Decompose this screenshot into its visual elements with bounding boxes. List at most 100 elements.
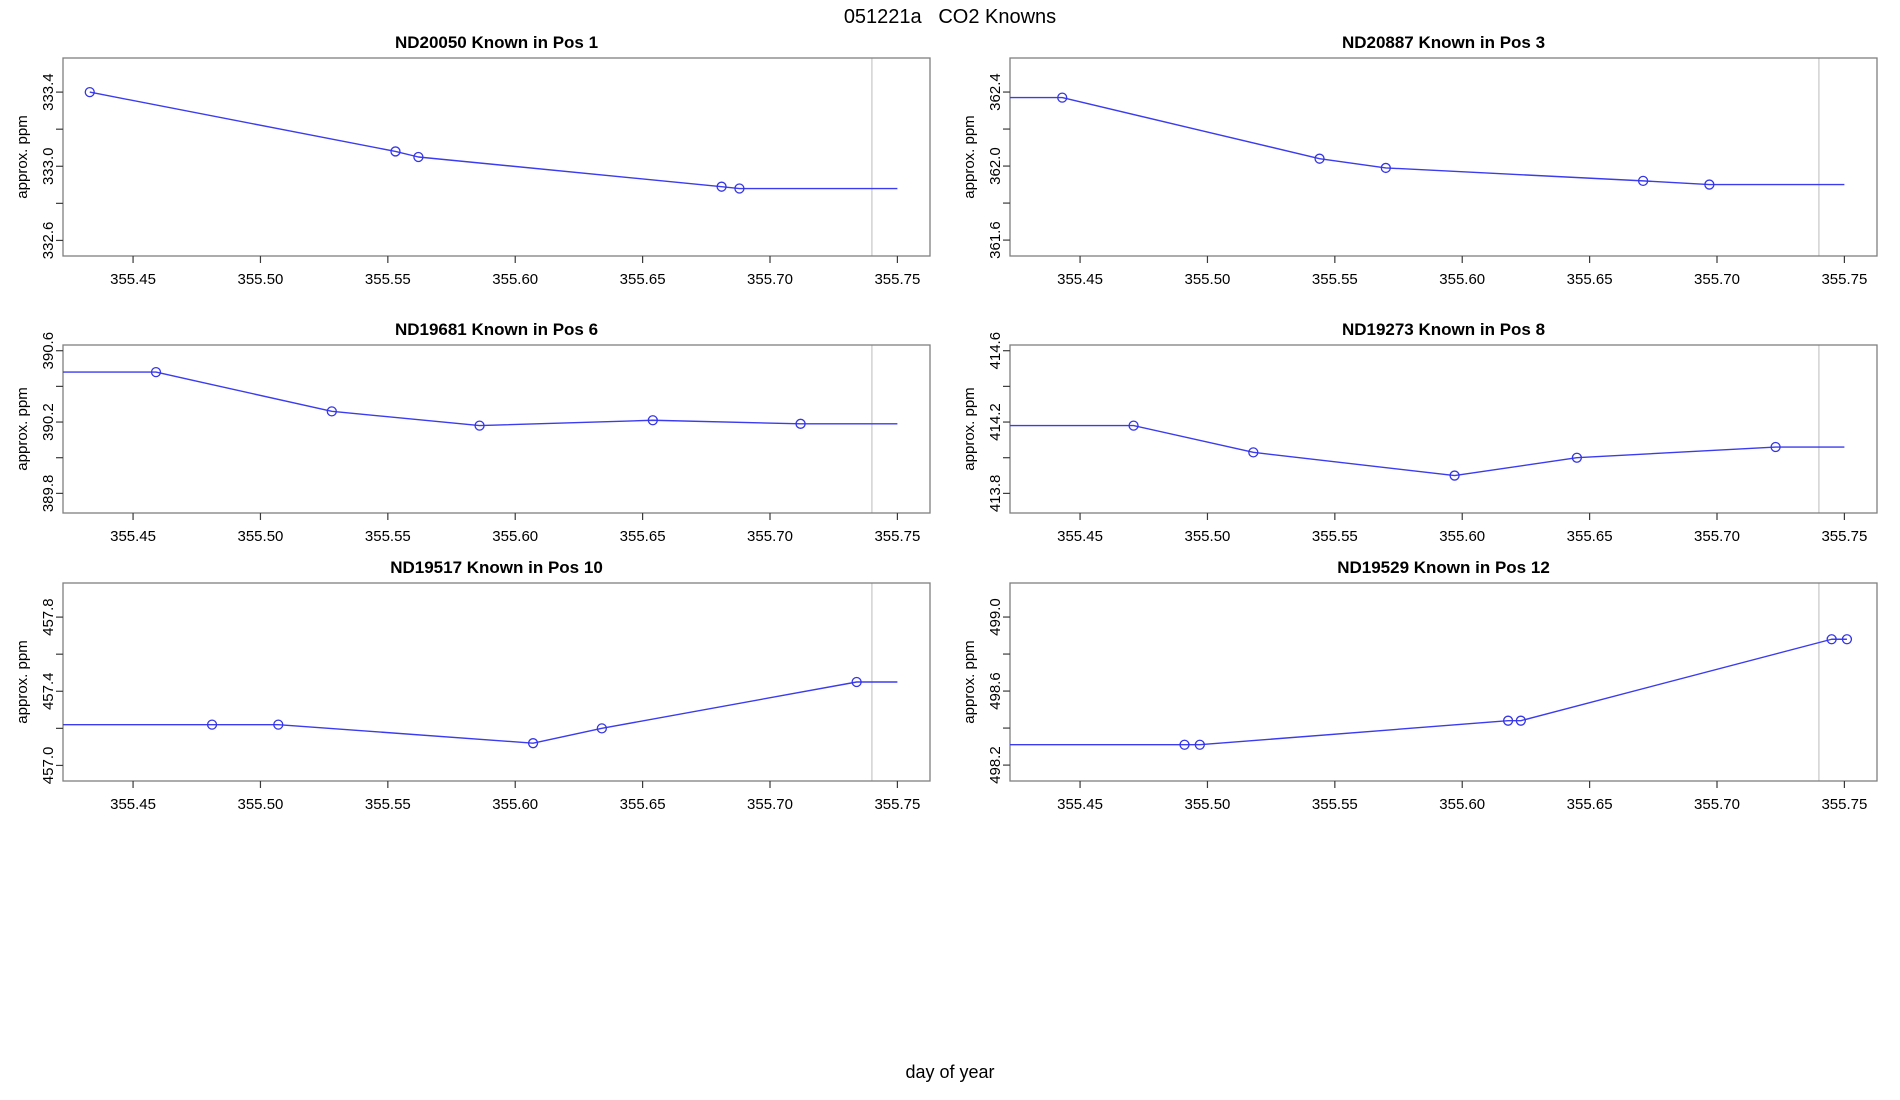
data-point-marker <box>474 420 485 431</box>
x-tick-label: 355.60 <box>492 796 538 813</box>
y-tick-label: 498.2 <box>987 746 1004 784</box>
plot-title-ND19273: ND19273 Known in Pos 8 <box>1342 320 1545 339</box>
x-tick-label: 355.70 <box>1694 271 1740 288</box>
series-line-ND19273 <box>1010 424 1845 477</box>
series-line-ND19517 <box>63 681 898 744</box>
data-point-marker <box>206 719 218 730</box>
data-point-marker <box>1449 470 1460 481</box>
x-tick-label: 355.55 <box>1312 796 1358 813</box>
data-point-marker <box>1515 715 1526 726</box>
x-tick-label: 355.70 <box>747 796 793 813</box>
data-point-marker <box>413 151 424 163</box>
x-tick-label: 355.45 <box>110 796 156 813</box>
data-point-marker <box>1128 420 1139 431</box>
x-tick-label: 355.45 <box>110 271 156 288</box>
plot-title-ND20887: ND20887 Known in Pos 3 <box>1342 33 1545 52</box>
data-point-marker <box>647 415 658 426</box>
data-point-marker <box>1571 452 1583 463</box>
plot-title-ND19529: ND19529 Known in Pos 12 <box>1337 558 1550 577</box>
data-point-marker <box>1314 153 1325 164</box>
plot-frame <box>1009 57 1878 257</box>
data-point-marker <box>596 723 607 734</box>
data-point-marker <box>1637 175 1649 187</box>
x-tick-label: 355.60 <box>1439 271 1485 288</box>
data-point-marker <box>1057 92 1068 103</box>
x-tick-label: 355.50 <box>238 796 284 813</box>
x-tick-label: 355.65 <box>620 271 666 288</box>
plot-frame <box>62 57 931 257</box>
y-axis-label: approx. ppm <box>14 387 31 470</box>
figure-title: 051221a CO2 Knowns <box>843 6 1057 28</box>
data-point-marker <box>1194 739 1205 750</box>
y-tick-label: 362.4 <box>987 73 1004 111</box>
data-point-marker <box>1841 634 1853 645</box>
x-tick-label: 355.60 <box>1439 528 1485 545</box>
y-tick-label: 390.6 <box>40 332 57 370</box>
y-tick-label: 499.0 <box>987 598 1004 636</box>
x-tick-label: 355.70 <box>1694 528 1740 545</box>
data-point-marker <box>795 418 806 429</box>
y-tick-label: 457.8 <box>40 598 57 636</box>
y-tick-label: 390.2 <box>40 403 57 441</box>
data-point-marker <box>84 86 95 98</box>
y-axis-label: approx. ppm <box>961 640 978 723</box>
x-tick-label: 355.50 <box>1185 796 1231 813</box>
data-point-marker <box>1704 179 1715 190</box>
series-line-ND19529 <box>1010 638 1847 746</box>
data-point-marker <box>273 719 284 730</box>
x-tick-label: 355.45 <box>1057 528 1103 545</box>
data-point-marker <box>527 738 539 749</box>
y-axis-label: approx. ppm <box>961 115 978 198</box>
x-tick-label: 355.55 <box>1312 271 1358 288</box>
x-tick-label: 355.65 <box>620 796 666 813</box>
data-point-marker <box>326 406 337 417</box>
data-point-marker <box>1502 715 1514 726</box>
data-point-marker <box>1380 162 1391 174</box>
x-tick-label: 355.45 <box>110 528 156 545</box>
x-tick-label: 355.60 <box>492 528 538 545</box>
x-tick-label: 355.50 <box>238 271 284 288</box>
x-tick-label: 355.55 <box>1312 528 1358 545</box>
data-point-marker <box>851 676 862 688</box>
series-line-ND20887 <box>1010 96 1845 186</box>
x-tick-label: 355.45 <box>1057 796 1103 813</box>
x-tick-label: 355.65 <box>1567 271 1613 288</box>
x-tick-label: 355.70 <box>747 528 793 545</box>
plot-title-ND20050: ND20050 Known in Pos 1 <box>395 33 598 52</box>
x-tick-label: 355.55 <box>365 796 411 813</box>
data-point-marker <box>150 366 162 378</box>
y-tick-label: 413.8 <box>987 475 1004 513</box>
y-tick-label: 457.4 <box>40 672 57 710</box>
data-point-marker <box>1248 447 1259 458</box>
x-tick-label: 355.45 <box>1057 271 1103 288</box>
x-tick-label: 355.75 <box>874 528 920 545</box>
plot-frame <box>62 344 931 514</box>
x-tick-label: 355.50 <box>238 528 284 545</box>
series-line-ND19681 <box>63 371 898 427</box>
y-tick-label: 333.4 <box>40 73 57 111</box>
data-point-marker <box>734 183 745 194</box>
x-tick-label: 355.75 <box>1821 796 1867 813</box>
x-tick-label: 355.70 <box>1694 796 1740 813</box>
y-tick-label: 361.6 <box>987 221 1004 259</box>
x-tick-label: 355.55 <box>365 528 411 545</box>
x-tick-label: 355.60 <box>1439 796 1485 813</box>
data-point-marker <box>390 146 401 157</box>
x-tick-label: 355.50 <box>1185 528 1231 545</box>
x-tick-label: 355.75 <box>1821 271 1867 288</box>
x-tick-label: 355.70 <box>747 271 793 288</box>
x-tick-label: 355.65 <box>1567 796 1613 813</box>
y-tick-label: 389.8 <box>40 475 57 513</box>
data-point-marker <box>716 181 727 192</box>
x-tick-label: 355.65 <box>1567 528 1613 545</box>
x-tick-label: 355.65 <box>620 528 666 545</box>
y-axis-label: approx. ppm <box>961 387 978 470</box>
y-tick-label: 498.6 <box>987 672 1004 710</box>
x-tick-label: 355.60 <box>492 271 538 288</box>
x-tick-label: 355.55 <box>365 271 411 288</box>
plot-frame <box>1009 344 1878 514</box>
series-line-ND20050 <box>89 91 898 190</box>
data-point-marker <box>1826 634 1837 645</box>
x-tick-label: 355.75 <box>874 271 920 288</box>
